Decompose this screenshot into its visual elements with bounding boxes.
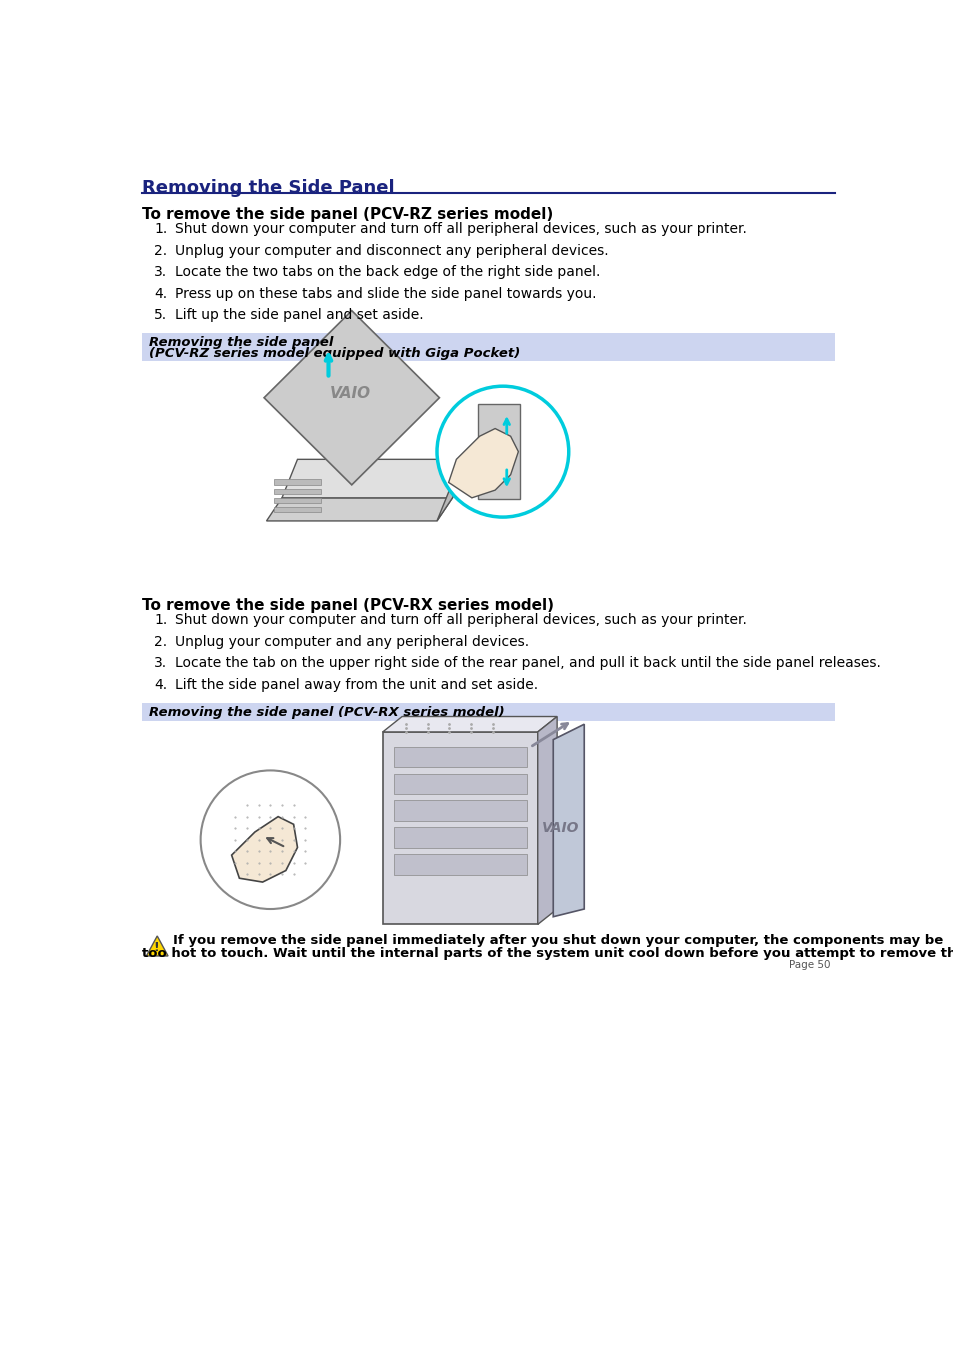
FancyBboxPatch shape <box>394 747 526 767</box>
FancyBboxPatch shape <box>274 489 320 494</box>
Text: 3.: 3. <box>154 265 167 280</box>
Text: 1.: 1. <box>154 222 167 236</box>
FancyBboxPatch shape <box>274 480 320 485</box>
Text: To remove the side panel (PCV-RZ series model): To remove the side panel (PCV-RZ series … <box>142 207 553 222</box>
FancyBboxPatch shape <box>142 334 835 361</box>
Polygon shape <box>537 716 557 924</box>
Polygon shape <box>382 716 557 732</box>
FancyBboxPatch shape <box>142 703 835 721</box>
FancyBboxPatch shape <box>477 404 519 500</box>
FancyBboxPatch shape <box>382 732 537 924</box>
Polygon shape <box>282 459 468 497</box>
Text: 3.: 3. <box>154 657 167 670</box>
Text: 2.: 2. <box>154 635 167 648</box>
Polygon shape <box>436 459 468 521</box>
Polygon shape <box>232 816 297 882</box>
FancyBboxPatch shape <box>274 507 320 512</box>
Text: Page 50: Page 50 <box>788 959 829 970</box>
Text: VAIO: VAIO <box>541 821 578 835</box>
Polygon shape <box>553 724 583 917</box>
Text: 4.: 4. <box>154 286 167 301</box>
Text: too hot to touch. Wait until the internal parts of the system unit cool down bef: too hot to touch. Wait until the interna… <box>142 947 953 959</box>
FancyBboxPatch shape <box>394 827 526 848</box>
Text: 5.: 5. <box>154 308 167 323</box>
Text: To remove the side panel (PCV-RX series model): To remove the side panel (PCV-RX series … <box>142 598 554 613</box>
FancyBboxPatch shape <box>394 854 526 875</box>
Circle shape <box>436 386 568 517</box>
Text: Locate the tab on the upper right side of the rear panel, and pull it back until: Locate the tab on the upper right side o… <box>174 657 880 670</box>
Text: Lift the side panel away from the unit and set aside.: Lift the side panel away from the unit a… <box>174 678 537 692</box>
Polygon shape <box>146 936 168 957</box>
Text: Shut down your computer and turn off all peripheral devices, such as your printe: Shut down your computer and turn off all… <box>174 613 746 627</box>
Text: Unplug your computer and disconnect any peripheral devices.: Unplug your computer and disconnect any … <box>174 243 608 258</box>
Text: 2.: 2. <box>154 243 167 258</box>
Text: Removing the side panel (PCV-RX series model): Removing the side panel (PCV-RX series m… <box>149 705 504 719</box>
Text: 4.: 4. <box>154 678 167 692</box>
Text: (PCV-RZ series model equipped with Giga Pocket): (PCV-RZ series model equipped with Giga … <box>149 347 519 359</box>
Text: Removing the Side Panel: Removing the Side Panel <box>142 180 395 197</box>
Text: 1.: 1. <box>154 613 167 627</box>
Text: Unplug your computer and any peripheral devices.: Unplug your computer and any peripheral … <box>174 635 529 648</box>
Circle shape <box>200 770 340 909</box>
Text: Lift up the side panel and set aside.: Lift up the side panel and set aside. <box>174 308 423 323</box>
Text: Removing the side panel: Removing the side panel <box>149 336 333 349</box>
Text: !: ! <box>153 942 159 954</box>
Polygon shape <box>264 311 439 485</box>
Text: Locate the two tabs on the back edge of the right side panel.: Locate the two tabs on the back edge of … <box>174 265 599 280</box>
Text: Press up on these tabs and slide the side panel towards you.: Press up on these tabs and slide the sid… <box>174 286 596 301</box>
Polygon shape <box>448 428 517 497</box>
Text: VAIO: VAIO <box>330 386 371 401</box>
FancyBboxPatch shape <box>394 774 526 794</box>
FancyBboxPatch shape <box>274 497 320 503</box>
Text: If you remove the side panel immediately after you shut down your computer, the : If you remove the side panel immediately… <box>173 935 943 947</box>
Polygon shape <box>266 497 452 521</box>
FancyBboxPatch shape <box>394 800 526 821</box>
Text: Shut down your computer and turn off all peripheral devices, such as your printe: Shut down your computer and turn off all… <box>174 222 746 236</box>
